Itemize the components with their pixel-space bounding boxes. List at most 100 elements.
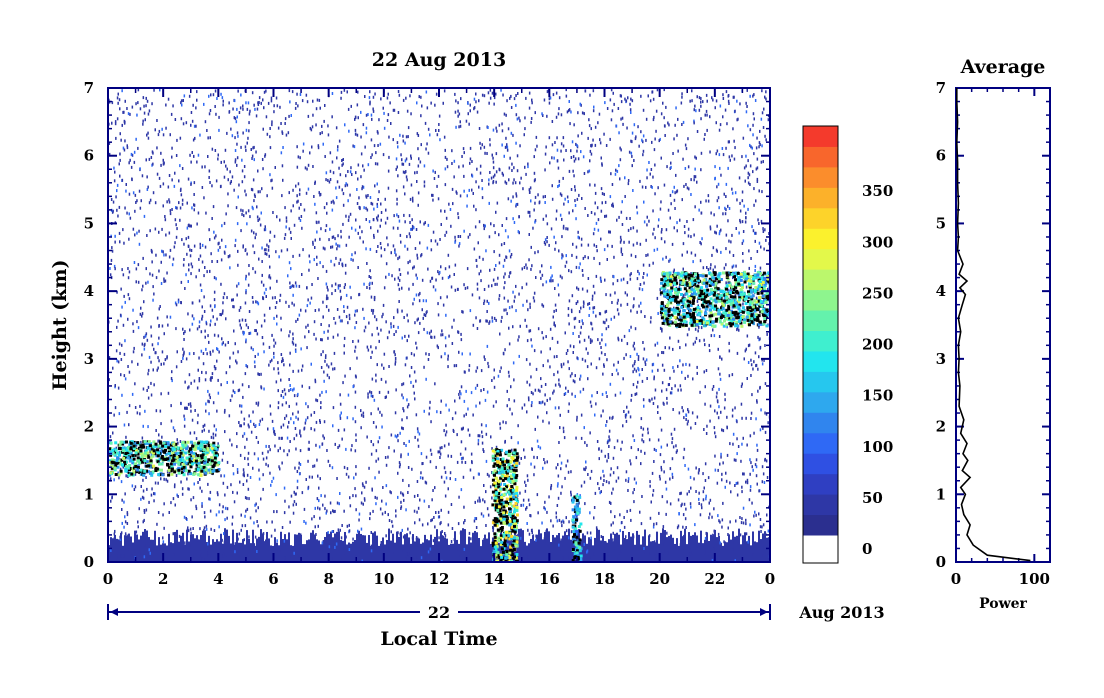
heatmap-cell <box>214 149 217 152</box>
heatmap-cell <box>319 393 321 397</box>
heatmap-cell <box>531 264 533 268</box>
heatmap-cell <box>503 112 506 116</box>
heatmap-cell <box>474 386 477 390</box>
heatmap-cell <box>263 228 266 232</box>
heatmap-cell <box>121 393 123 397</box>
heatmap-cell <box>445 476 448 480</box>
heatmap-cell <box>320 406 322 410</box>
heatmap-cell <box>566 459 569 463</box>
heatmap-cell <box>264 154 266 158</box>
heatmap-cell <box>119 538 122 541</box>
heatmap-cell <box>288 532 290 562</box>
heatmap-cell <box>468 122 470 126</box>
heatmap-cell <box>683 502 686 506</box>
heatmap-cell <box>558 382 560 386</box>
heatmap-cell <box>632 344 635 348</box>
heatmap-cell <box>562 362 565 366</box>
heatmap-cell <box>572 209 574 213</box>
heatmap-cell <box>631 99 634 103</box>
heatmap-cell <box>589 341 592 344</box>
heatmap-cell <box>560 538 562 542</box>
heatmap-cell <box>268 254 270 258</box>
heatmap-cell <box>327 124 329 128</box>
heatmap-cell <box>597 338 599 342</box>
heatmap-cell <box>375 449 378 453</box>
heatmap-cell <box>269 404 271 408</box>
heatmap-cell <box>679 492 681 496</box>
heatmap-cell <box>613 363 615 367</box>
heatmap-cell <box>212 436 215 440</box>
heatmap-cell <box>162 162 165 166</box>
heatmap-cell <box>244 372 247 376</box>
heatmap-cell <box>556 484 559 488</box>
heatmap-cell <box>186 201 188 205</box>
heatmap-cell <box>638 144 640 148</box>
heatmap-cell <box>247 209 250 213</box>
heatmap-cell <box>224 251 226 255</box>
heatmap-cell <box>258 545 260 549</box>
heatmap-cell <box>766 537 768 562</box>
heatmap-cell <box>546 411 548 415</box>
heatmap-cell <box>291 340 294 344</box>
heatmap-cell <box>367 395 369 399</box>
heatmap-cell <box>135 201 137 204</box>
heatmap-cell <box>642 427 645 431</box>
heatmap-cell <box>692 342 695 346</box>
heatmap-cell <box>753 514 755 518</box>
heatmap-cell <box>526 474 529 478</box>
heatmap-cell <box>208 535 210 562</box>
heatmap-cell <box>345 315 348 319</box>
heatmap-cell <box>607 325 610 329</box>
heatmap-cell <box>356 533 358 562</box>
heatmap-cell <box>725 233 728 237</box>
heatmap-cell <box>378 390 381 394</box>
heatmap-cell <box>388 519 391 522</box>
heatmap-cell <box>367 392 369 396</box>
heatmap-cell <box>302 149 304 153</box>
heatmap-cell <box>659 137 661 141</box>
heatmap-cell <box>643 220 646 224</box>
heatmap-cell <box>584 554 586 557</box>
heatmap-cell <box>483 227 485 231</box>
heatmap-cell <box>182 353 184 357</box>
heatmap-cell <box>439 450 441 454</box>
heatmap-cell <box>256 205 258 209</box>
heatmap-cell <box>404 363 407 367</box>
heatmap-cell <box>707 199 710 203</box>
heatmap-cell <box>401 286 403 290</box>
heatmap-cell <box>530 267 532 271</box>
heatmap-cell <box>502 173 504 177</box>
heatmap-cell <box>462 147 465 151</box>
heatmap-cell <box>410 154 412 158</box>
heatmap-cell <box>254 329 256 332</box>
heatmap-cell <box>523 266 526 269</box>
heatmap-cell <box>401 309 403 313</box>
heatmap-cell <box>314 246 316 249</box>
heatmap-cell <box>315 443 317 447</box>
heatmap-cell <box>334 442 336 446</box>
heatmap-cell <box>635 135 637 139</box>
heatmap-cell <box>265 539 267 543</box>
heatmap-cell <box>540 401 542 405</box>
heatmap-cell <box>525 172 527 176</box>
heatmap-cell <box>626 264 628 268</box>
heatmap-cell <box>378 470 380 474</box>
heatmap-cell <box>165 478 167 482</box>
heatmap-cell <box>750 257 752 260</box>
heatmap-cell <box>476 532 478 562</box>
heatmap-cell <box>472 323 475 327</box>
heatmap-cell <box>202 530 204 562</box>
heatmap-cell <box>149 448 151 452</box>
heatmap-cell <box>481 196 484 200</box>
heatmap-cell <box>500 366 502 370</box>
heatmap-cell <box>356 133 359 137</box>
heatmap-cell <box>392 551 394 555</box>
heatmap-cell <box>376 326 378 330</box>
heatmap-cell <box>730 490 732 494</box>
heatmap-cell <box>642 108 645 112</box>
heatmap-cell <box>513 166 515 170</box>
heatmap-cell <box>619 146 621 150</box>
heatmap-cell <box>488 532 490 562</box>
heatmap-cell <box>252 300 254 304</box>
heatmap-cell <box>555 511 557 515</box>
